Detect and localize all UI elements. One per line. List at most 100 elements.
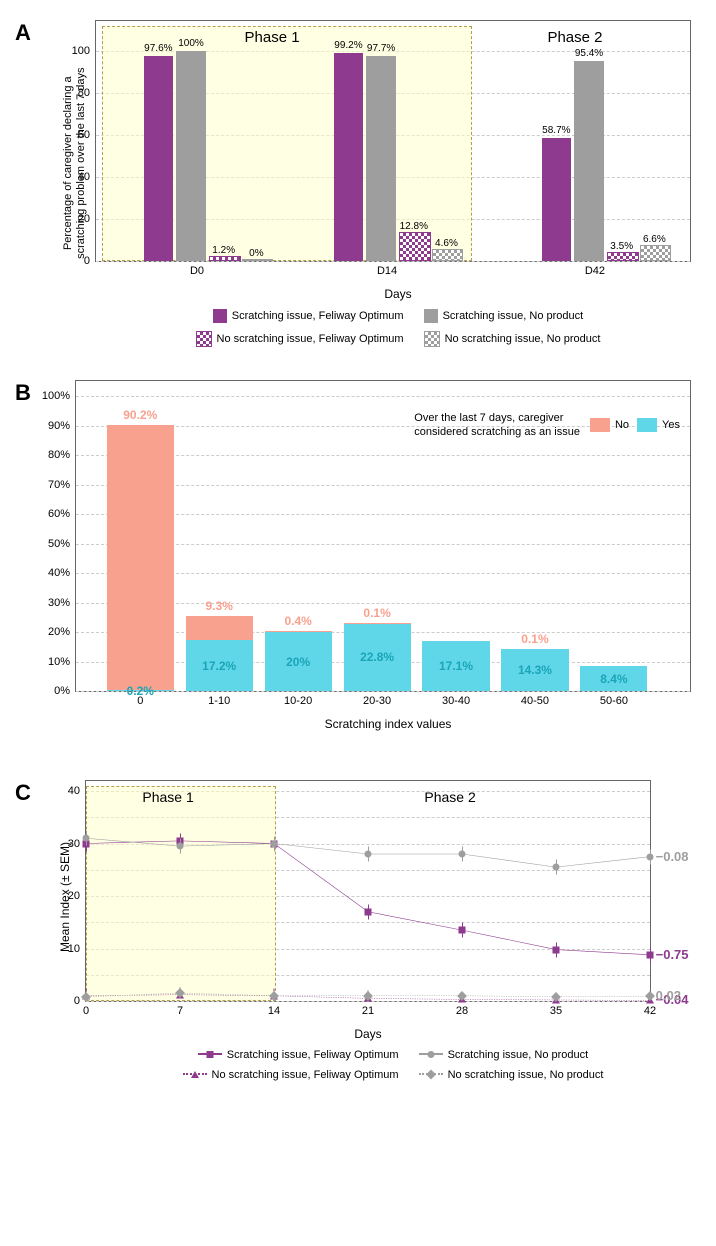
bar-value-label: 12.8% (400, 221, 428, 232)
xtick: 30-40 (442, 695, 470, 707)
line-marker (177, 843, 184, 850)
bar-yes-label: 20% (286, 655, 310, 669)
bar-value-label: 6.6% (643, 234, 666, 245)
phase1-label-a: Phase 1 (245, 29, 300, 46)
bar-value-label: 99.2% (334, 40, 362, 51)
bar-yes-label: 17.1% (439, 659, 473, 673)
panel-c-xlabel: Days (85, 1027, 651, 1041)
ytick: 40 (78, 171, 90, 183)
bar-value-label: 1.2% (212, 245, 235, 256)
panel-b-chart: 90.2%0.2%9.3%17.2%0.4%20%0.1%22.8%17.1%0… (75, 380, 691, 692)
line-marker (365, 851, 372, 858)
line-marker (647, 951, 654, 958)
line-marker (459, 927, 466, 934)
ytick: 80 (78, 87, 90, 99)
xtick: 40-50 (521, 695, 549, 707)
panel-b-xlabel: Scratching index values (75, 717, 701, 731)
line-marker (271, 840, 278, 847)
bar (542, 138, 572, 261)
bar-no-label: 90.2% (123, 408, 157, 422)
ytick: 100 (72, 45, 90, 57)
bar (574, 61, 604, 261)
series-end-label: −0.08 (656, 849, 689, 864)
xtick: 14 (268, 1005, 280, 1017)
bar-no-label: 0.4% (284, 614, 311, 628)
phase1-label-c: Phase 1 (142, 789, 193, 805)
line-marker (553, 864, 560, 871)
panel-c-chart: Phase 1 Phase 2 010203040 071421283542 −… (85, 780, 651, 1002)
ytick: 40% (48, 567, 70, 579)
bar-yes-label: 17.2% (202, 659, 236, 673)
legend-item: No scratching issue, No product (419, 1069, 604, 1081)
line-marker (647, 853, 654, 860)
ytick: 60% (48, 508, 70, 520)
ytick: 0 (84, 255, 90, 267)
panel-c-legend: Scratching issue, Feliway Optimum Scratch… (85, 1049, 701, 1081)
ytick: 10% (48, 656, 70, 668)
xtick: 10-20 (284, 695, 312, 707)
xtick: 50-60 (600, 695, 628, 707)
bar (366, 56, 396, 261)
bar-yes-label: 14.3% (518, 663, 552, 677)
legend-label: Yes (662, 419, 680, 431)
legend-label: No (615, 419, 629, 431)
panel-b-legend-title: Over the last 7 days, caregiver consider… (414, 411, 580, 440)
bar-no-label: 0.1% (521, 632, 548, 646)
ytick: 60 (78, 129, 90, 141)
bar (640, 245, 672, 261)
xtick: 28 (456, 1005, 468, 1017)
legend-item: No scratching issue, Feliway Optimum (196, 331, 404, 347)
bar (334, 53, 364, 261)
panel-b-label: B (15, 380, 31, 406)
bar-no (107, 425, 174, 691)
phase2-label-c: Phase 2 (424, 789, 475, 805)
panel-b-legend-box: Over the last 7 days, caregiver consider… (414, 411, 680, 440)
panel-b: B 90.2%0.2%9.3%17.2%0.4%20%0.1%22.8%17.1… (15, 380, 701, 760)
ytick: 20 (68, 890, 80, 902)
legend-label: Scratching issue, No product (448, 1049, 589, 1061)
legend-label: Scratching issue, Feliway Optimum (232, 310, 404, 322)
bar-value-label: 3.5% (610, 241, 633, 252)
bar (242, 259, 274, 261)
bar-value-label: 0% (249, 248, 263, 259)
legend-label: Scratching issue, No product (443, 310, 584, 322)
phase2-label-a: Phase 2 (547, 29, 602, 46)
legend-label: No scratching issue, Feliway Optimum (212, 1069, 399, 1081)
bar-value-label: 95.4% (575, 48, 603, 59)
legend-label: No scratching issue, No product (448, 1069, 604, 1081)
xtick: 0 (137, 695, 143, 707)
ytick: 10 (68, 943, 80, 955)
xtick: D42 (585, 265, 605, 277)
legend-item: Scratching issue, Feliway Optimum (213, 309, 404, 323)
ytick: 30 (68, 838, 80, 850)
xtick: 0 (83, 1005, 89, 1017)
xtick: 35 (550, 1005, 562, 1017)
legend-label: No scratching issue, No product (445, 333, 601, 345)
bar-value-label: 97.7% (367, 43, 395, 54)
panel-a-xlabel: Days (95, 287, 701, 301)
legend-item: Yes (637, 418, 680, 432)
legend-item: No (590, 418, 629, 432)
xtick: 42 (644, 1005, 656, 1017)
bar-yes-label: 22.8% (360, 650, 394, 664)
xtick: 1-10 (208, 695, 230, 707)
ytick: 30% (48, 597, 70, 609)
ytick: 50% (48, 538, 70, 550)
legend-label: Scratching issue, Feliway Optimum (227, 1049, 399, 1061)
xtick: 7 (177, 1005, 183, 1017)
ytick: 100% (42, 390, 70, 402)
bar-value-label: 58.7% (542, 125, 570, 136)
panel-a-label: A (15, 20, 31, 46)
panel-a-chart: Phase 1 Phase 2 97.6%100%1.2%0%99.2%97.7… (95, 20, 691, 262)
ytick: 0 (74, 995, 80, 1007)
legend-item: No scratching issue, Feliway Optimum (183, 1069, 399, 1081)
bar (399, 232, 431, 261)
ytick: 20% (48, 626, 70, 638)
bar-value-label: 4.6% (435, 238, 458, 249)
bar-no-label: 0.1% (363, 606, 390, 620)
ytick: 90% (48, 420, 70, 432)
ytick: 20 (78, 213, 90, 225)
legend-item: Scratching issue, Feliway Optimum (198, 1049, 399, 1061)
ytick: 40 (68, 785, 80, 797)
bar (607, 252, 639, 261)
